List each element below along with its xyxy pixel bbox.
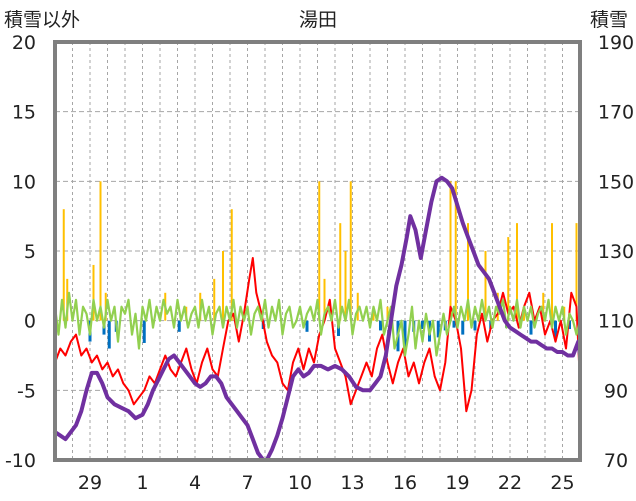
- precip-bar: [449, 181, 452, 321]
- left-tick-label: -10: [5, 450, 36, 472]
- negative-bar: [554, 320, 557, 341]
- precip-bar: [92, 264, 95, 321]
- precip-bar: [222, 251, 224, 321]
- precip-bar: [542, 292, 545, 321]
- negative-bar: [436, 320, 440, 338]
- x-tick-label: 4: [189, 472, 201, 494]
- left-tick-labels: 20 15 10 5 0 -5 -10: [5, 32, 36, 472]
- negative-bar: [379, 320, 382, 331]
- x-tick-label: 19: [445, 472, 469, 494]
- right-tick-label: 150: [598, 171, 634, 193]
- negative-bar: [403, 320, 407, 348]
- negative-bars: [88, 320, 571, 352]
- precip-bar: [99, 181, 102, 321]
- precip-bar: [386, 306, 389, 321]
- left-tick-label: 15: [12, 102, 36, 124]
- negative-bar: [142, 320, 146, 343]
- precip-bar: [484, 251, 487, 321]
- x-tick-label: 10: [288, 472, 312, 494]
- temperature-line: [54, 257, 581, 413]
- negative-bar: [107, 320, 111, 349]
- right-tick-label: 190: [598, 32, 634, 54]
- left-tick-label: 10: [12, 171, 36, 193]
- x-tick-labels: 29 1 4 7 10 13 16 19 22 25: [78, 472, 575, 494]
- x-tick-label: 13: [340, 472, 364, 494]
- x-tick-label: 22: [498, 472, 522, 494]
- wind-line: [53, 291, 582, 357]
- negative-bar: [568, 320, 571, 330]
- left-axis-title: 積雪以外: [4, 9, 80, 31]
- negative-bar: [452, 320, 456, 328]
- left-tick-label: -5: [17, 380, 36, 402]
- right-tick-label: 70: [604, 450, 628, 472]
- x-tick-label: 1: [136, 472, 148, 494]
- precip-bar: [467, 223, 469, 321]
- left-tick-label: 20: [12, 32, 36, 54]
- x-tick-label: 16: [393, 472, 417, 494]
- precip-bar: [323, 278, 326, 321]
- precip-bar: [213, 278, 216, 321]
- plot-frame: [53, 40, 582, 462]
- left-tick-label: 0: [24, 311, 36, 333]
- negative-bar: [529, 320, 533, 335]
- precip-bar: [516, 223, 518, 321]
- precip-bar: [230, 209, 233, 321]
- right-axis-title: 積雪: [590, 9, 628, 31]
- negative-bar: [461, 320, 465, 335]
- left-tick-label: 5: [24, 241, 36, 263]
- right-tick-labels: 190 170 150 130 110 90 70: [598, 32, 634, 472]
- precip-bar: [575, 223, 578, 321]
- precip-bar: [356, 292, 359, 321]
- precip-bar: [349, 181, 352, 321]
- negative-bar: [177, 320, 181, 332]
- x-tick-label: 7: [241, 472, 253, 494]
- precip-bar: [372, 306, 375, 321]
- precip-bar: [507, 237, 510, 321]
- negative-bar: [305, 320, 309, 332]
- precip-bar: [523, 306, 525, 321]
- precip-bar: [344, 251, 347, 321]
- right-tick-label: 130: [598, 241, 634, 263]
- precip-bar: [318, 181, 321, 321]
- series-lines: [53, 175, 582, 462]
- snow_depth-line: [53, 175, 582, 462]
- precip-bar: [62, 209, 65, 321]
- negative-bar: [421, 320, 424, 330]
- precip-bar: [551, 223, 553, 321]
- x-tick-label: 29: [78, 472, 102, 494]
- right-tick-label: 90: [604, 380, 628, 402]
- precip-bar: [454, 181, 457, 321]
- right-tick-label: 110: [598, 311, 634, 333]
- precip-bar: [339, 223, 342, 321]
- chart-title: 湯田: [299, 9, 337, 31]
- x-tick-label: 25: [550, 472, 574, 494]
- right-tick-label: 170: [598, 102, 634, 124]
- gridlines: [55, 42, 580, 460]
- negative-bar: [473, 320, 477, 331]
